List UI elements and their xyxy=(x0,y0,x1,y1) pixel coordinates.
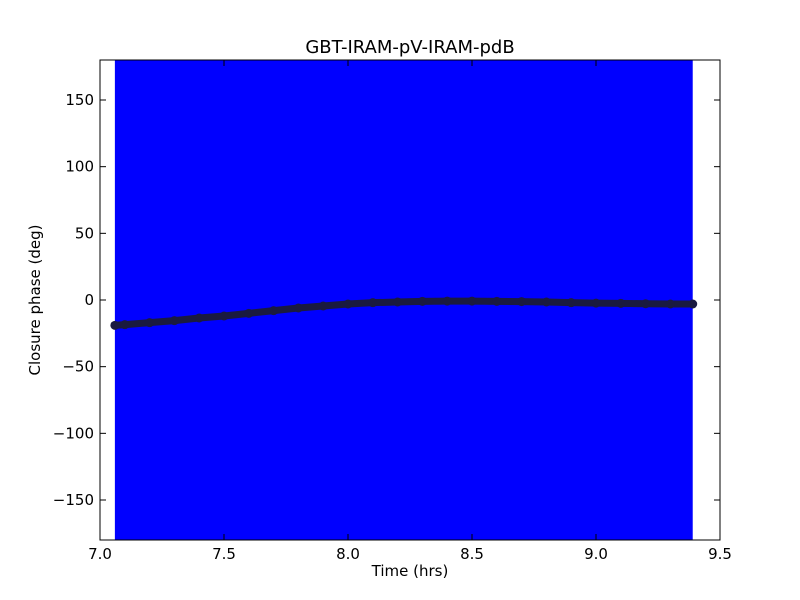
data-point xyxy=(492,296,502,306)
data-point xyxy=(293,303,303,313)
data-point xyxy=(120,320,130,330)
data-point xyxy=(517,297,527,307)
chart-title: GBT-IRAM-pV-IRAM-pdB xyxy=(305,37,514,58)
data-point xyxy=(616,298,626,308)
x-tick-label: 8.5 xyxy=(460,545,484,563)
data-point xyxy=(145,318,155,328)
data-point xyxy=(417,296,427,306)
data-point xyxy=(442,296,452,306)
data-point xyxy=(688,299,698,309)
y-axis-label: Closure phase (deg) xyxy=(26,225,44,376)
plot-area: 7.0 7.5 8.0 8.5 9.0 9.5 150 100 50 0 −50 −100 −150 xyxy=(53,59,732,563)
x-tick-label: 9.0 xyxy=(584,545,608,563)
y-tick-label: 0 xyxy=(84,291,94,309)
x-axis-label: Time (hrs) xyxy=(371,562,449,580)
y-tick-label: 100 xyxy=(65,158,94,176)
x-tick-label: 8.0 xyxy=(336,545,360,563)
data-point xyxy=(318,301,328,311)
data-point xyxy=(665,299,675,309)
x-tick-label: 7.5 xyxy=(212,545,236,563)
data-point xyxy=(110,320,120,330)
y-tick-label: 50 xyxy=(75,224,94,242)
data-point xyxy=(541,297,551,307)
data-point xyxy=(393,297,403,307)
y-tick-label: −100 xyxy=(53,424,94,442)
data-point xyxy=(467,296,477,306)
y-tick-label: −150 xyxy=(53,491,94,509)
x-tick-label: 7.0 xyxy=(88,545,112,563)
data-point xyxy=(566,298,576,308)
data-point xyxy=(194,313,204,323)
data-point xyxy=(343,299,353,309)
data-point xyxy=(169,316,179,326)
x-tick-label: 9.5 xyxy=(708,545,732,563)
data-point xyxy=(591,298,601,308)
y-tick-label: −50 xyxy=(62,358,94,376)
data-point xyxy=(244,308,254,318)
data-point xyxy=(641,299,651,309)
y-tick-label: 150 xyxy=(65,91,94,109)
data-point xyxy=(368,298,378,308)
data-point xyxy=(269,306,279,316)
data-point xyxy=(219,311,229,321)
